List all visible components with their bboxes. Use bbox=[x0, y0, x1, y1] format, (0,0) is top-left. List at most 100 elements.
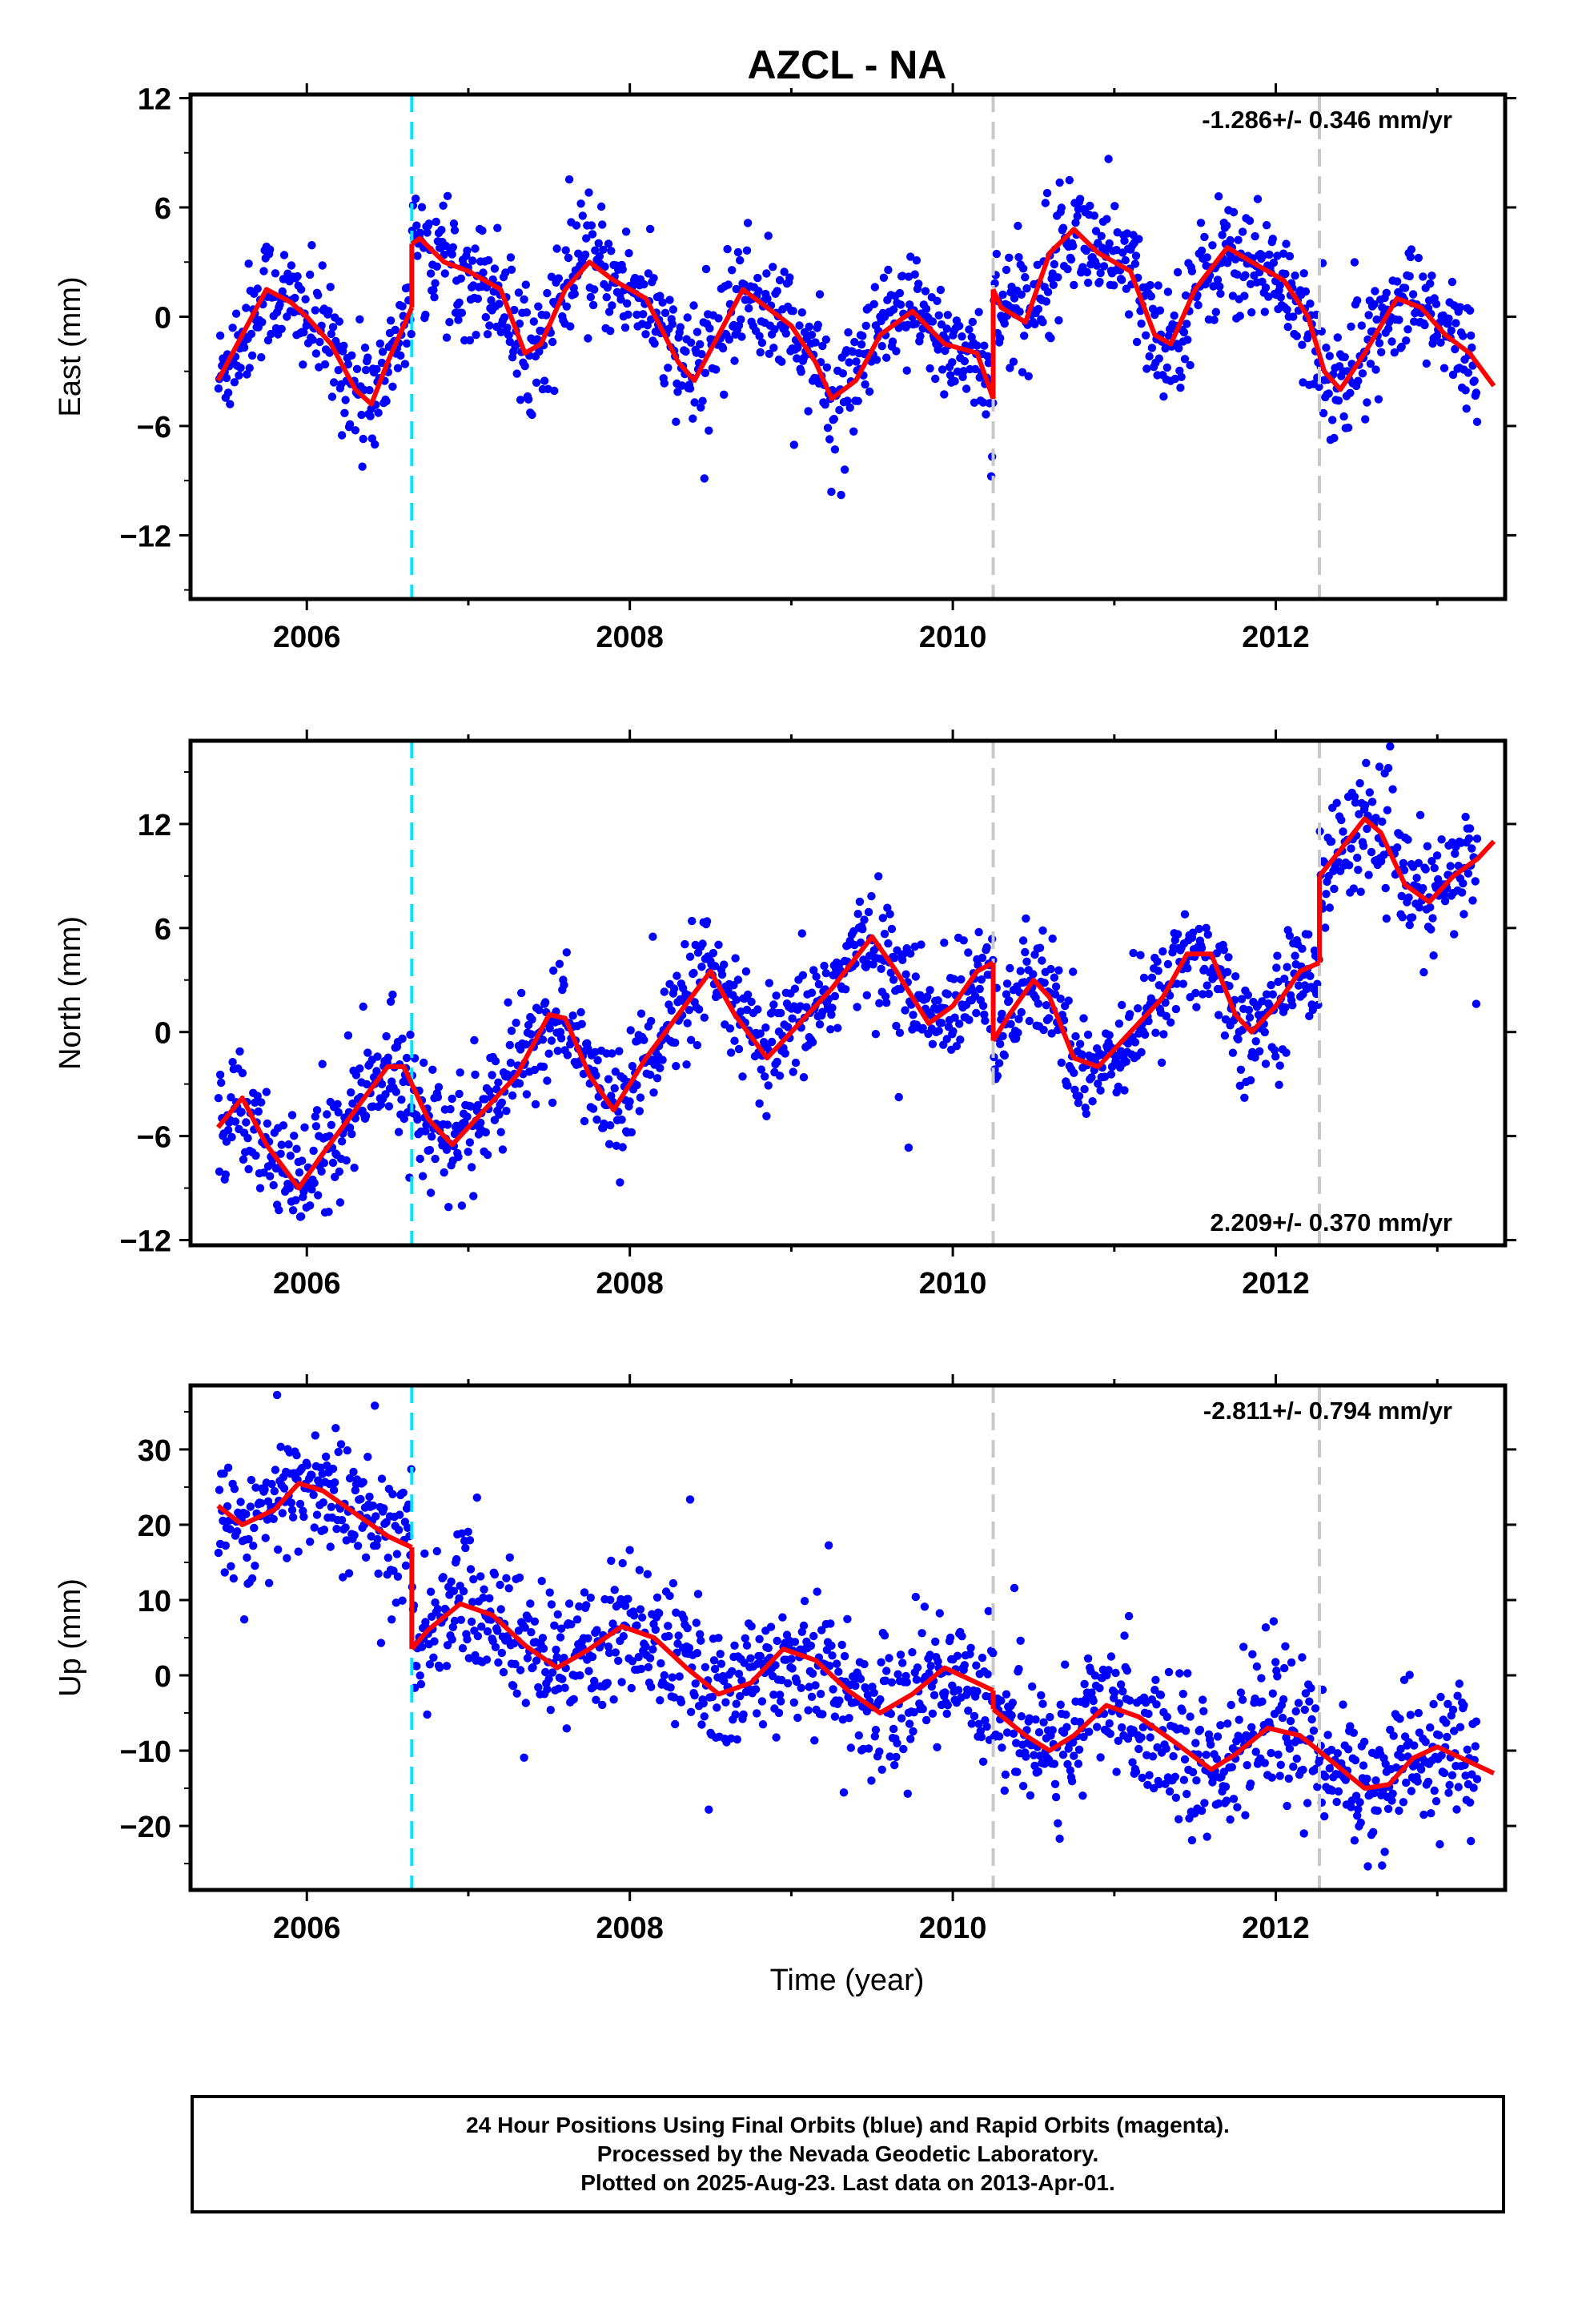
observation-point bbox=[1355, 810, 1363, 818]
observation-point bbox=[861, 380, 869, 389]
observation-point bbox=[1274, 1750, 1283, 1759]
observation-point bbox=[1155, 306, 1165, 315]
observation-point bbox=[1351, 798, 1360, 807]
observation-point bbox=[1061, 1660, 1070, 1669]
observation-point bbox=[1419, 884, 1427, 893]
observation-point bbox=[1251, 1053, 1259, 1062]
observation-point bbox=[1122, 1057, 1131, 1066]
observation-point bbox=[1151, 1675, 1160, 1684]
observation-point bbox=[455, 298, 464, 307]
observation-point bbox=[276, 1149, 285, 1159]
observation-point bbox=[1305, 1011, 1314, 1021]
observation-point bbox=[812, 972, 821, 981]
observation-point bbox=[804, 407, 813, 416]
observation-point bbox=[522, 1090, 532, 1099]
observation-point bbox=[1039, 1025, 1048, 1035]
observation-point bbox=[789, 307, 797, 316]
observation-point bbox=[1139, 973, 1149, 983]
observation-point bbox=[1333, 333, 1343, 342]
observation-point bbox=[1169, 1751, 1178, 1761]
observation-point bbox=[756, 1651, 765, 1661]
observation-point bbox=[509, 1682, 518, 1691]
observation-point bbox=[1354, 1805, 1363, 1814]
observation-point bbox=[978, 398, 988, 407]
observation-point bbox=[398, 1034, 407, 1043]
observation-point bbox=[1137, 1733, 1146, 1742]
observation-point bbox=[429, 285, 438, 295]
observation-point bbox=[773, 287, 781, 296]
observation-point bbox=[469, 1574, 478, 1584]
observation-point bbox=[755, 1099, 764, 1108]
observation-point bbox=[764, 231, 773, 240]
observation-point bbox=[1025, 1016, 1034, 1026]
observation-point bbox=[984, 359, 994, 368]
observation-point bbox=[753, 273, 762, 283]
observation-point bbox=[793, 1713, 802, 1723]
observation-point bbox=[648, 1645, 657, 1654]
observation-point bbox=[1291, 951, 1299, 960]
observation-point bbox=[244, 259, 253, 268]
observation-point bbox=[649, 1088, 658, 1097]
observation-point bbox=[287, 1498, 296, 1507]
observation-point bbox=[996, 334, 1005, 343]
observation-point bbox=[217, 1078, 226, 1088]
observation-point bbox=[739, 1710, 748, 1719]
observation-point bbox=[1199, 1695, 1207, 1704]
observation-point bbox=[1299, 1829, 1308, 1838]
observation-point bbox=[360, 344, 370, 352]
observation-point bbox=[1462, 404, 1471, 413]
observation-point bbox=[1143, 1780, 1152, 1789]
observation-point bbox=[239, 1155, 248, 1164]
observation-point bbox=[1356, 1818, 1365, 1827]
observation-point bbox=[1271, 1658, 1280, 1667]
observation-point bbox=[1247, 308, 1256, 317]
observation-point bbox=[495, 1110, 504, 1120]
observation-point bbox=[697, 350, 706, 359]
observation-point bbox=[828, 1651, 837, 1660]
observation-point bbox=[968, 317, 978, 327]
observation-point bbox=[953, 367, 962, 376]
observation-point bbox=[807, 330, 817, 340]
observation-point bbox=[1412, 874, 1421, 883]
observation-point bbox=[1218, 231, 1227, 239]
observation-point bbox=[228, 1058, 237, 1067]
observation-point bbox=[799, 1621, 809, 1630]
observation-point bbox=[416, 1679, 426, 1689]
observation-point bbox=[689, 301, 698, 310]
observation-point bbox=[1030, 320, 1039, 328]
observation-point bbox=[341, 1523, 350, 1532]
y-axis-label: East (mm) bbox=[54, 276, 87, 416]
observation-point bbox=[1078, 1791, 1087, 1800]
observation-point bbox=[350, 1530, 359, 1540]
x-tick-label: 2008 bbox=[596, 1912, 664, 1945]
observation-point bbox=[416, 228, 424, 237]
observation-point bbox=[456, 1068, 464, 1077]
observation-point bbox=[318, 261, 327, 270]
observation-point bbox=[520, 295, 528, 304]
observation-point bbox=[1142, 364, 1151, 373]
observation-point bbox=[402, 339, 412, 348]
observation-point bbox=[533, 335, 542, 344]
observation-point bbox=[378, 348, 387, 356]
observation-point bbox=[1177, 372, 1186, 381]
observation-point bbox=[359, 1478, 367, 1487]
observation-point bbox=[479, 268, 488, 277]
observation-point bbox=[520, 1753, 528, 1762]
footer-line-orbits: 24 Hour Positions Using Final Orbits (bl… bbox=[466, 2113, 1230, 2137]
observation-point bbox=[243, 1553, 251, 1562]
observation-point bbox=[1283, 323, 1292, 332]
observation-point bbox=[1229, 207, 1239, 217]
observation-point bbox=[1238, 1695, 1247, 1704]
observation-point bbox=[295, 1499, 305, 1509]
observation-point bbox=[685, 384, 695, 393]
observation-point bbox=[800, 328, 809, 337]
observation-point bbox=[383, 1554, 392, 1562]
observation-point bbox=[753, 1709, 761, 1718]
observation-point bbox=[949, 1027, 958, 1036]
observation-point bbox=[1403, 325, 1412, 334]
observation-point bbox=[1095, 277, 1104, 287]
observation-point bbox=[992, 249, 1002, 259]
observation-point bbox=[1078, 1050, 1086, 1059]
observation-point bbox=[635, 1566, 644, 1574]
